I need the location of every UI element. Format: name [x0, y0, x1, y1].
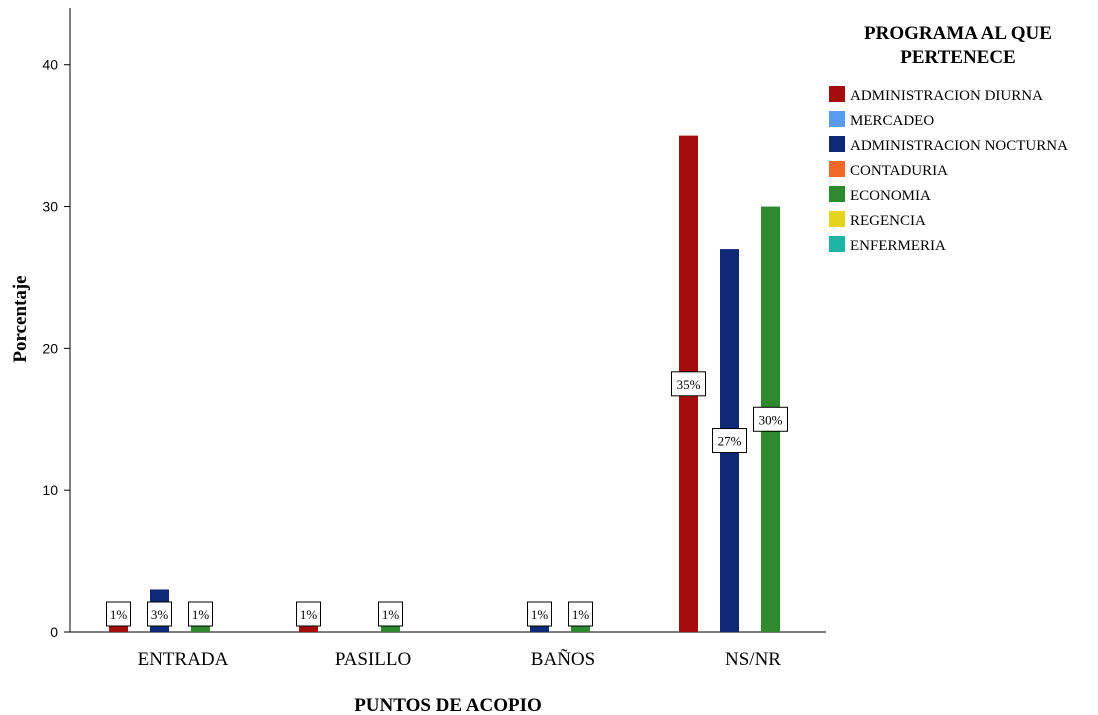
- data-label: 1%: [531, 607, 549, 622]
- data-label: 1%: [110, 607, 128, 622]
- data-label-box: [378, 601, 403, 627]
- legend-swatch: [829, 186, 845, 202]
- data-label: 1%: [192, 607, 210, 622]
- data-label-box: [753, 406, 788, 432]
- legend-swatch: [829, 111, 845, 127]
- y-tick-label: 40: [42, 57, 58, 73]
- data-label: 1%: [300, 607, 318, 622]
- legend-entry-label: ENFERMERIA: [850, 238, 946, 254]
- y-tick-label: 20: [42, 340, 58, 356]
- x-category-label: BAÑOS: [531, 648, 595, 670]
- data-labels: 1% 1% 35% 3% 1% 27% 1% 1% 1% 30%: [106, 371, 788, 627]
- legend-title-line-1: PROGRAMA AL QUE: [864, 23, 1052, 44]
- y-tick-label: 0: [50, 624, 58, 640]
- data-label: 35%: [677, 377, 701, 392]
- data-label: 1%: [382, 607, 400, 622]
- data-label: 27%: [718, 434, 742, 449]
- data-label-box: [527, 601, 552, 627]
- legend-swatch: [829, 136, 845, 152]
- legend-entry-label: ADMINISTRACION NOCTURNA: [850, 138, 1068, 154]
- y-tick-label: 10: [42, 482, 58, 498]
- data-label-box: [671, 371, 706, 397]
- x-categories: ENTRADA PASILLO BAÑOS NS/NR: [138, 648, 782, 670]
- legend-swatch: [829, 211, 845, 227]
- data-label-box: [147, 601, 172, 627]
- legend-swatch: [829, 161, 845, 177]
- x-category-label: NS/NR: [725, 649, 781, 670]
- legend-swatch: [829, 86, 845, 102]
- x-category-label: PASILLO: [335, 649, 411, 670]
- y-ticks: 0 10 20 30 40: [42, 57, 70, 640]
- y-axis-title: Porcentaje: [10, 275, 31, 362]
- data-label: 1%: [572, 607, 590, 622]
- legend: ADMINISTRACION DIURNA MERCADEO ADMINISTRAC…: [829, 86, 1068, 254]
- data-label-box: [296, 601, 321, 627]
- data-label: 3%: [151, 607, 169, 622]
- x-category-label: ENTRADA: [138, 649, 229, 670]
- legend-entry-label: ECONOMIA: [850, 188, 931, 204]
- data-label-box: [188, 601, 213, 627]
- legend-entry-label: ADMINISTRACION DIURNA: [850, 88, 1043, 104]
- data-label-box: [106, 601, 131, 627]
- legend-title-line-2: PERTENECE: [900, 47, 1015, 68]
- x-axis-title: PUNTOS DE ACOPIO: [354, 695, 542, 715]
- y-tick-label: 30: [42, 199, 58, 215]
- legend-entry-label: MERCADEO: [850, 113, 934, 129]
- data-label-box: [568, 601, 593, 627]
- legend-swatch: [829, 236, 845, 252]
- data-label: 30%: [759, 412, 783, 427]
- data-label-box: [712, 428, 747, 454]
- legend-entry-label: REGENCIA: [850, 213, 926, 229]
- legend-entry-label: CONTADURIA: [850, 163, 948, 179]
